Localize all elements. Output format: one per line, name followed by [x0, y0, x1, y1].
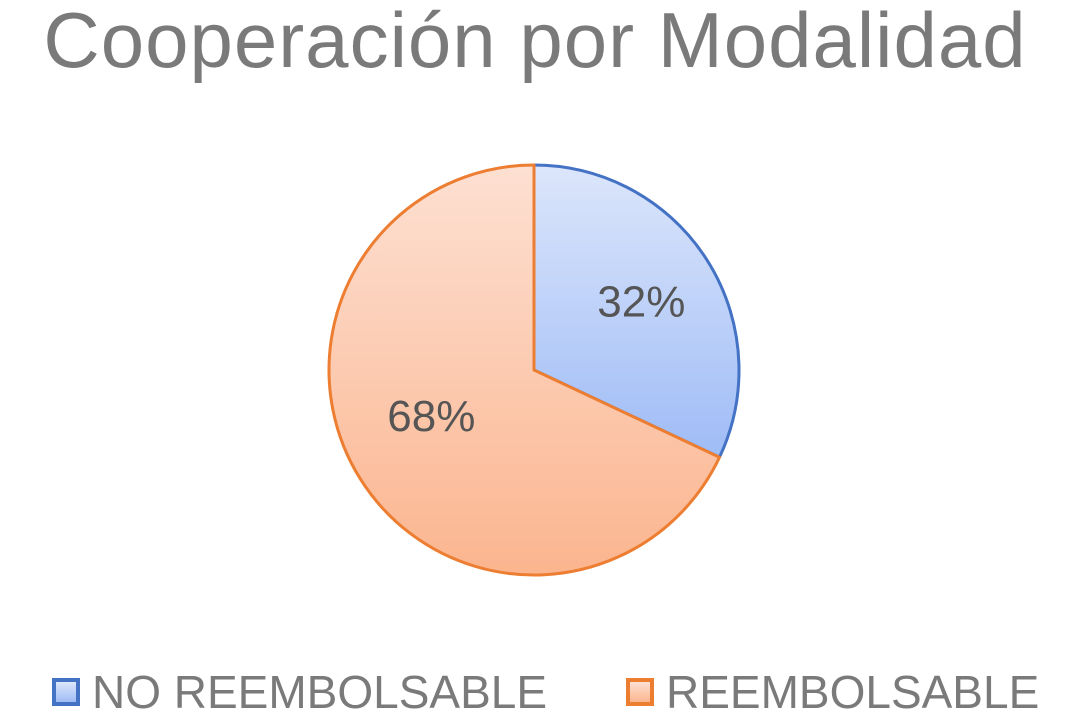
legend-label: REEMBOLSABLE — [666, 666, 1040, 718]
legend-swatch-no-reembolsable — [52, 678, 80, 706]
legend-swatch-reembolsable — [626, 678, 654, 706]
data-label-no-reembolsable: 32% — [597, 277, 685, 326]
data-label-reembolsable: 68% — [387, 392, 475, 441]
legend-item-reembolsable: REEMBOLSABLE — [626, 664, 1039, 720]
chart-title: Cooperación por Modalidad — [43, 0, 1027, 84]
legend-item-no-reembolsable: NO REEMBOLSABLE — [52, 664, 547, 720]
pie-slice-reembolsable — [327, 163, 721, 577]
pie-slice-no-reembolsable — [532, 163, 741, 459]
legend: NO REEMBOLSABLE REEMBOLSABLE — [0, 664, 1070, 720]
legend-label: NO REEMBOLSABLE — [92, 666, 548, 718]
pie-chart: 32% 68% — [327, 163, 741, 577]
